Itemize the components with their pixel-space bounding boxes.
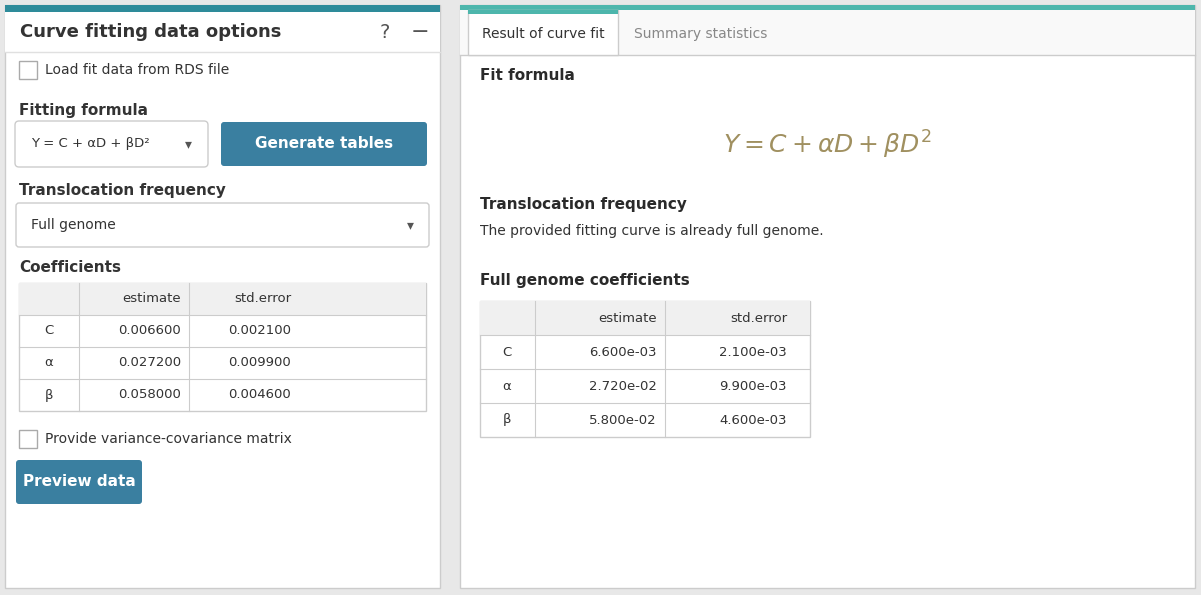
- Bar: [480, 301, 809, 437]
- Text: 2.100e-03: 2.100e-03: [719, 346, 787, 359]
- Text: 0.009900: 0.009900: [228, 356, 291, 369]
- Text: 0.002100: 0.002100: [228, 324, 291, 337]
- Bar: [460, 10, 1195, 55]
- Text: 4.600e-03: 4.600e-03: [719, 414, 787, 427]
- FancyBboxPatch shape: [16, 203, 429, 247]
- Text: Coefficients: Coefficients: [19, 259, 121, 274]
- Bar: [480, 301, 809, 335]
- Bar: [468, 10, 619, 55]
- Bar: [19, 283, 426, 411]
- Text: ▾: ▾: [185, 137, 191, 151]
- Bar: [460, 5, 1195, 10]
- Text: Result of curve fit: Result of curve fit: [482, 27, 604, 41]
- Text: Load fit data from RDS file: Load fit data from RDS file: [44, 63, 229, 77]
- Text: Translocation frequency: Translocation frequency: [480, 198, 687, 212]
- Text: ?: ?: [380, 23, 390, 42]
- Text: 0.027200: 0.027200: [118, 356, 181, 369]
- Text: 0.058000: 0.058000: [118, 389, 181, 402]
- Text: Y = C + αD + βD²: Y = C + αD + βD²: [31, 137, 150, 151]
- Bar: [5, 5, 440, 12]
- Text: Translocation frequency: Translocation frequency: [19, 183, 226, 199]
- Text: std.error: std.error: [234, 293, 291, 305]
- Text: 5.800e-02: 5.800e-02: [590, 414, 657, 427]
- Text: α: α: [44, 356, 53, 369]
- Text: estimate: estimate: [123, 293, 181, 305]
- FancyBboxPatch shape: [14, 121, 208, 167]
- Bar: [19, 283, 426, 315]
- Bar: [5, 5, 440, 588]
- Text: 6.600e-03: 6.600e-03: [590, 346, 657, 359]
- Text: Provide variance-covariance matrix: Provide variance-covariance matrix: [44, 432, 292, 446]
- Text: Full genome coefficients: Full genome coefficients: [480, 274, 689, 289]
- Text: β: β: [44, 389, 53, 402]
- Text: −: −: [411, 22, 429, 42]
- Text: C: C: [502, 346, 512, 359]
- Text: Full genome: Full genome: [31, 218, 115, 232]
- Text: std.error: std.error: [730, 312, 787, 324]
- Text: Generate tables: Generate tables: [255, 136, 393, 152]
- Text: Summary statistics: Summary statistics: [634, 27, 767, 41]
- Text: 9.900e-03: 9.900e-03: [719, 380, 787, 393]
- Bar: [19, 430, 37, 448]
- Text: Preview data: Preview data: [23, 474, 136, 490]
- Bar: [468, 10, 619, 14]
- Text: Fitting formula: Fitting formula: [19, 102, 148, 117]
- Text: C: C: [44, 324, 54, 337]
- Text: estimate: estimate: [598, 312, 657, 324]
- Text: The provided fitting curve is already full genome.: The provided fitting curve is already fu…: [480, 224, 824, 238]
- Bar: [5, 12, 440, 52]
- Text: Fit formula: Fit formula: [480, 67, 575, 83]
- Bar: [19, 61, 37, 79]
- Text: 0.006600: 0.006600: [118, 324, 181, 337]
- Text: $Y = C + \alpha D + \beta D^{2}$: $Y = C + \alpha D + \beta D^{2}$: [723, 129, 932, 161]
- FancyBboxPatch shape: [16, 460, 142, 504]
- Text: α: α: [503, 380, 512, 393]
- Text: Curve fitting data options: Curve fitting data options: [20, 23, 281, 41]
- Text: 0.004600: 0.004600: [228, 389, 291, 402]
- Text: ▾: ▾: [406, 218, 413, 232]
- FancyBboxPatch shape: [221, 122, 428, 166]
- Bar: [460, 5, 1195, 588]
- Text: 2.720e-02: 2.720e-02: [590, 380, 657, 393]
- Text: β: β: [503, 414, 512, 427]
